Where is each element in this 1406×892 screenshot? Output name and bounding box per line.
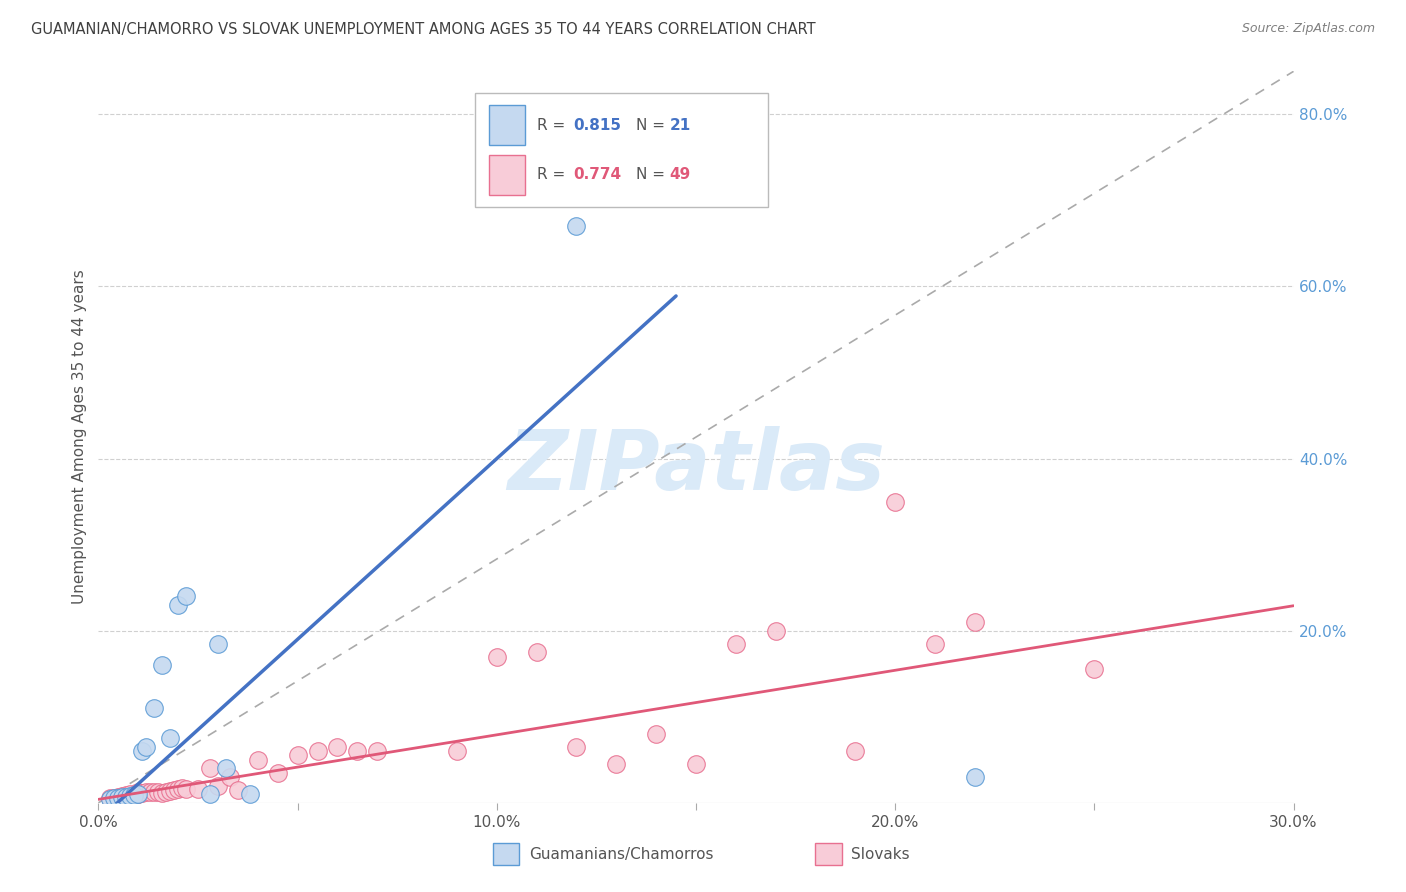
Point xyxy=(127,787,149,801)
Point xyxy=(326,739,349,754)
Point xyxy=(446,744,468,758)
Point xyxy=(143,701,166,715)
Point xyxy=(198,787,221,801)
Text: 0.815: 0.815 xyxy=(572,118,621,133)
Point xyxy=(98,791,122,805)
Point xyxy=(127,787,149,801)
Point xyxy=(226,783,249,797)
Point xyxy=(1083,662,1105,676)
Text: GUAMANIAN/CHAMORRO VS SLOVAK UNEMPLOYMENT AMONG AGES 35 TO 44 YEARS CORRELATION : GUAMANIAN/CHAMORRO VS SLOVAK UNEMPLOYMEN… xyxy=(31,22,815,37)
Point xyxy=(765,624,787,638)
Point xyxy=(526,645,548,659)
Point xyxy=(120,789,142,803)
Point xyxy=(124,789,146,803)
Point xyxy=(307,744,329,758)
Point xyxy=(207,779,229,793)
Point xyxy=(155,785,177,799)
Point xyxy=(150,786,173,800)
Point xyxy=(159,783,181,797)
Point xyxy=(924,637,946,651)
Point xyxy=(135,784,157,798)
Y-axis label: Unemployment Among Ages 35 to 44 years: Unemployment Among Ages 35 to 44 years xyxy=(72,269,87,605)
Point xyxy=(174,782,197,797)
Point xyxy=(143,784,166,798)
Point xyxy=(884,494,907,508)
Point xyxy=(198,761,221,775)
Point xyxy=(187,782,209,797)
Point xyxy=(124,788,146,802)
Point xyxy=(346,744,368,758)
Point xyxy=(127,785,149,799)
Point xyxy=(98,792,122,806)
Point xyxy=(131,744,153,758)
Point xyxy=(485,649,508,664)
Point xyxy=(172,781,194,796)
Point xyxy=(111,789,134,804)
Point xyxy=(605,757,627,772)
Text: 21: 21 xyxy=(669,118,690,133)
Bar xyxy=(815,843,842,865)
Point xyxy=(115,788,138,802)
Bar xyxy=(489,155,524,195)
Text: Slovaks: Slovaks xyxy=(852,847,910,862)
Point xyxy=(115,789,138,804)
Point xyxy=(685,757,707,772)
Bar xyxy=(489,105,524,145)
Point xyxy=(107,792,129,806)
Point xyxy=(131,786,153,800)
Point xyxy=(844,744,866,758)
Point xyxy=(107,790,129,805)
Point xyxy=(239,787,262,801)
Text: Guamanians/Chamorros: Guamanians/Chamorros xyxy=(529,847,713,862)
Text: ZIPatlas: ZIPatlas xyxy=(508,425,884,507)
Point xyxy=(159,731,181,746)
Text: 0.774: 0.774 xyxy=(572,168,621,183)
Point xyxy=(120,787,142,801)
Text: N =: N = xyxy=(637,118,671,133)
Text: R =: R = xyxy=(537,118,571,133)
Point xyxy=(163,783,186,797)
Point xyxy=(963,770,986,784)
Text: R =: R = xyxy=(537,168,571,183)
Point xyxy=(963,615,986,629)
Point xyxy=(174,589,197,603)
Point xyxy=(167,782,190,797)
Point xyxy=(246,753,269,767)
Point xyxy=(565,219,588,234)
Point xyxy=(167,598,190,612)
Point xyxy=(215,761,238,775)
Point xyxy=(139,785,162,799)
Bar xyxy=(494,843,519,865)
Point xyxy=(645,727,668,741)
Point xyxy=(207,637,229,651)
Point xyxy=(366,744,388,758)
Point xyxy=(111,789,134,803)
FancyBboxPatch shape xyxy=(475,94,768,207)
Point xyxy=(267,765,290,780)
Point xyxy=(103,790,125,805)
Point xyxy=(148,785,170,799)
Text: Source: ZipAtlas.com: Source: ZipAtlas.com xyxy=(1241,22,1375,36)
Point xyxy=(219,770,242,784)
Point xyxy=(107,789,129,804)
Point xyxy=(150,658,173,673)
Point xyxy=(287,748,309,763)
Point xyxy=(135,739,157,754)
Text: 49: 49 xyxy=(669,168,690,183)
Point xyxy=(103,791,125,805)
Point xyxy=(724,637,747,651)
Point xyxy=(115,789,138,804)
Point xyxy=(565,739,588,754)
Text: N =: N = xyxy=(637,168,671,183)
